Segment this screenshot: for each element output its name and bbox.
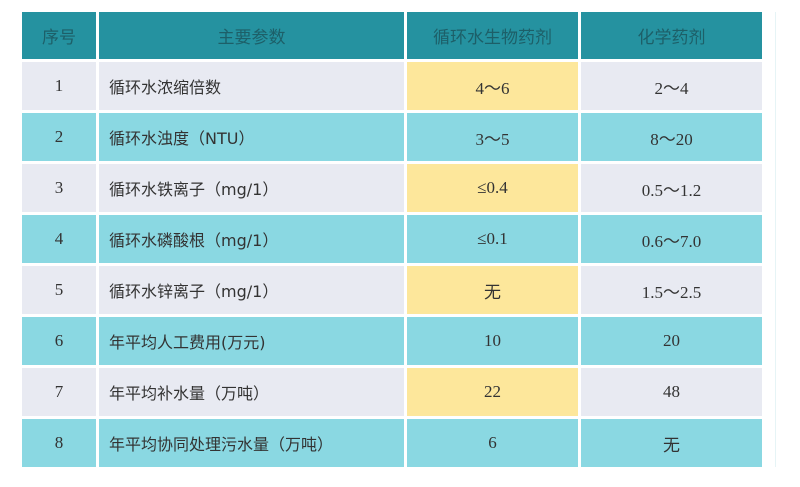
header-chem: 化学药剂 — [581, 12, 762, 59]
cell-chem: 无 — [581, 419, 762, 467]
cell-bio: ≤0.4 — [407, 164, 578, 212]
header-bio: 循环水生物药剂 — [407, 12, 578, 59]
cell-no: 1 — [22, 62, 96, 110]
cell-param: 循环水浓缩倍数 — [99, 62, 404, 110]
table-row: 6 年平均人工费用(万元) 10 20 — [22, 317, 762, 365]
cell-param: 年平均人工费用(万元) — [99, 317, 404, 365]
cell-chem: 0.5～1.2 — [581, 164, 762, 212]
cell-no: 2 — [22, 113, 96, 161]
cell-no: 7 — [22, 368, 96, 416]
table-row: 1 循环水浓缩倍数 4～6 2～4 — [22, 62, 762, 110]
cell-bio: 4～6 — [407, 62, 578, 110]
cell-chem: 20 — [581, 317, 762, 365]
cell-param: 循环水浊度（NTU） — [99, 113, 404, 161]
cell-param: 循环水铁离子（mg/1） — [99, 164, 404, 212]
cell-chem: 8～20 — [581, 113, 762, 161]
cell-no: 5 — [22, 266, 96, 314]
table-row: 3 循环水铁离子（mg/1） ≤0.4 0.5～1.2 — [22, 164, 762, 212]
comparison-table: 序号 主要参数 循环水生物药剂 化学药剂 1 循环水浓缩倍数 4～6 2～4 2 循环水浊… — [19, 9, 765, 470]
cell-bio: ≤0.1 — [407, 215, 578, 263]
cell-param: 年平均协同处理污水量（万吨） — [99, 419, 404, 467]
cell-bio: 无 — [407, 266, 578, 314]
cell-param: 循环水磷酸根（mg/1） — [99, 215, 404, 263]
cell-chem: 48 — [581, 368, 762, 416]
table-row: 5 循环水锌离子（mg/1）无 1.5～2.5 — [22, 266, 762, 314]
cell-no: 6 — [22, 317, 96, 365]
cell-param: 年平均补水量（万吨） — [99, 368, 404, 416]
cell-param: 循环水锌离子（mg/1） — [99, 266, 404, 314]
right-edge-line — [775, 12, 776, 467]
cell-chem: 2～4 — [581, 62, 762, 110]
table-row: 4 循环水磷酸根（mg/1） ≤0.1 0.6～7.0 — [22, 215, 762, 263]
cell-no: 8 — [22, 419, 96, 467]
table-row: 2 循环水浊度（NTU） 3～5 8～20 — [22, 113, 762, 161]
header-param: 主要参数 — [99, 12, 404, 59]
cell-no: 3 — [22, 164, 96, 212]
cell-bio: 10 — [407, 317, 578, 365]
header-row: 序号 主要参数 循环水生物药剂 化学药剂 — [22, 12, 762, 59]
cell-chem: 0.6～7.0 — [581, 215, 762, 263]
header-no: 序号 — [22, 12, 96, 59]
cell-no: 4 — [22, 215, 96, 263]
table-row: 8 年平均协同处理污水量（万吨） 6 无 — [22, 419, 762, 467]
cell-bio: 3～5 — [407, 113, 578, 161]
table-row: 7 年平均补水量（万吨） 22 48 — [22, 368, 762, 416]
cell-bio: 6 — [407, 419, 578, 467]
cell-chem: 1.5～2.5 — [581, 266, 762, 314]
cell-bio: 22 — [407, 368, 578, 416]
